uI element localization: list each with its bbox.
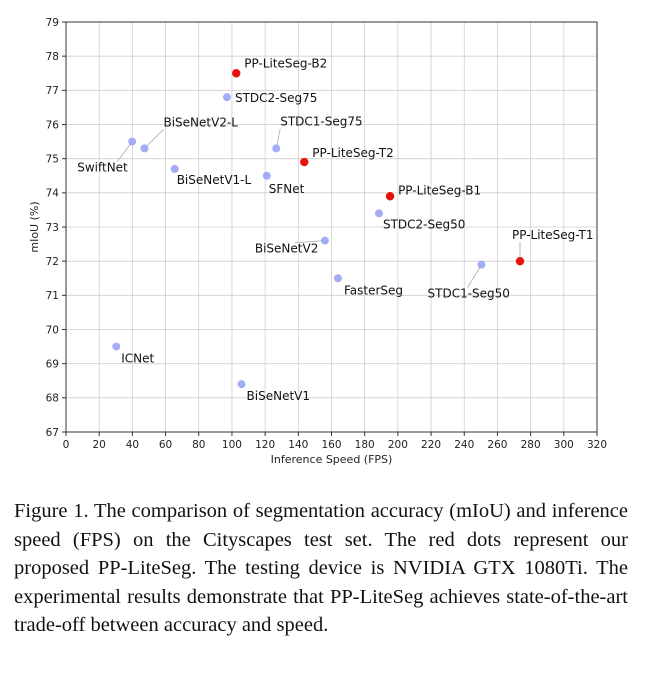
label-leader-line [294,240,325,244]
baseline-point [262,171,271,180]
y-tick-label: 73 [46,222,59,234]
y-tick-label: 79 [46,17,59,29]
point-label: SwiftNet [77,161,128,175]
point-label: FasterSeg [344,283,403,297]
point-label: STDC2-Seg75 [235,91,317,105]
point-label: STDC2-Seg50 [383,217,465,231]
y-tick-label: 78 [46,51,59,63]
data-points [112,69,525,389]
y-tick-label: 67 [46,427,59,439]
x-tick-label: 160 [321,439,341,451]
point-labels: PP-LiteSeg-B2 STDC2-Seg75 BiSeNetV2-L Swift… [77,56,593,403]
x-tick-label: 260 [487,439,507,451]
axis-ticks: 0 20 40 60 80 100 120 140 160 180 200 220 240 260 280 3… [46,17,607,451]
scatter-chart: 0 20 40 60 80 100 120 140 160 180 200 220 240 260 280 3… [28,17,607,466]
x-tick-label: 300 [554,439,574,451]
x-tick-label: 220 [421,439,441,451]
x-tick-label: 40 [126,439,139,451]
y-tick-label: 76 [46,119,60,131]
x-tick-label: 120 [255,439,275,451]
point-label: PP-LiteSeg-B2 [244,56,327,70]
point-label: BiSeNetV2-L [163,115,238,129]
point-label: ICNet [121,352,154,366]
figure-caption: Figure 1. The comparison of segmentation… [14,500,628,637]
y-tick-label: 72 [46,256,59,268]
x-tick-label: 280 [521,439,541,451]
y-tick-label: 74 [46,188,60,200]
point-label: PP-LiteSeg-T1 [512,228,593,242]
proposed-point [232,69,241,78]
point-label: BiSeNetV1 [247,389,310,403]
baseline-point [128,137,137,146]
y-tick-label: 75 [46,153,59,165]
label-leader-line [144,129,164,149]
x-tick-label: 320 [587,439,607,451]
baseline-point [333,274,342,283]
y-tick-label: 71 [46,290,59,302]
baseline-point [477,260,486,269]
baseline-point [112,342,121,351]
point-label: STDC1-Seg50 [428,287,510,301]
baseline-point [320,236,329,245]
x-tick-label: 200 [388,439,408,451]
baseline-point [272,144,281,153]
y-tick-label: 69 [46,358,59,370]
grid [65,21,598,433]
baseline-point [170,164,179,173]
baseline-point [374,209,383,218]
x-tick-label: 180 [355,439,375,451]
label-leader-line [467,264,482,288]
x-tick-label: 100 [222,439,242,451]
x-axis-title: Inference Speed (FPS) [271,453,393,466]
point-label: PP-LiteSeg-B1 [398,183,481,197]
chart-svg: 0 20 40 60 80 100 120 140 160 180 200 220 240 260 280 3… [28,17,607,466]
y-tick-label: 68 [46,393,59,405]
baseline-point [237,380,246,389]
proposed-point [515,256,525,266]
point-label: SFNet [269,182,305,196]
proposed-point [300,157,309,167]
y-axis-title: mIoU (%) [28,201,41,252]
x-tick-label: 20 [93,439,106,451]
y-tick-label: 70 [46,324,59,336]
point-label: STDC1-Seg75 [280,114,362,128]
baseline-point [222,93,231,102]
y-tick-label: 77 [46,85,59,97]
x-tick-label: 0 [63,439,70,451]
point-label: BiSeNetV1-L [177,173,252,187]
x-tick-label: 140 [288,439,308,451]
label-leader-line [116,141,133,162]
x-tick-label: 240 [454,439,474,451]
point-label: PP-LiteSeg-T2 [312,146,393,160]
point-label: BiSeNetV2 [255,242,318,256]
x-tick-label: 60 [159,439,172,451]
baseline-point [140,144,149,153]
proposed-point [385,192,395,201]
x-tick-label: 80 [192,439,205,451]
